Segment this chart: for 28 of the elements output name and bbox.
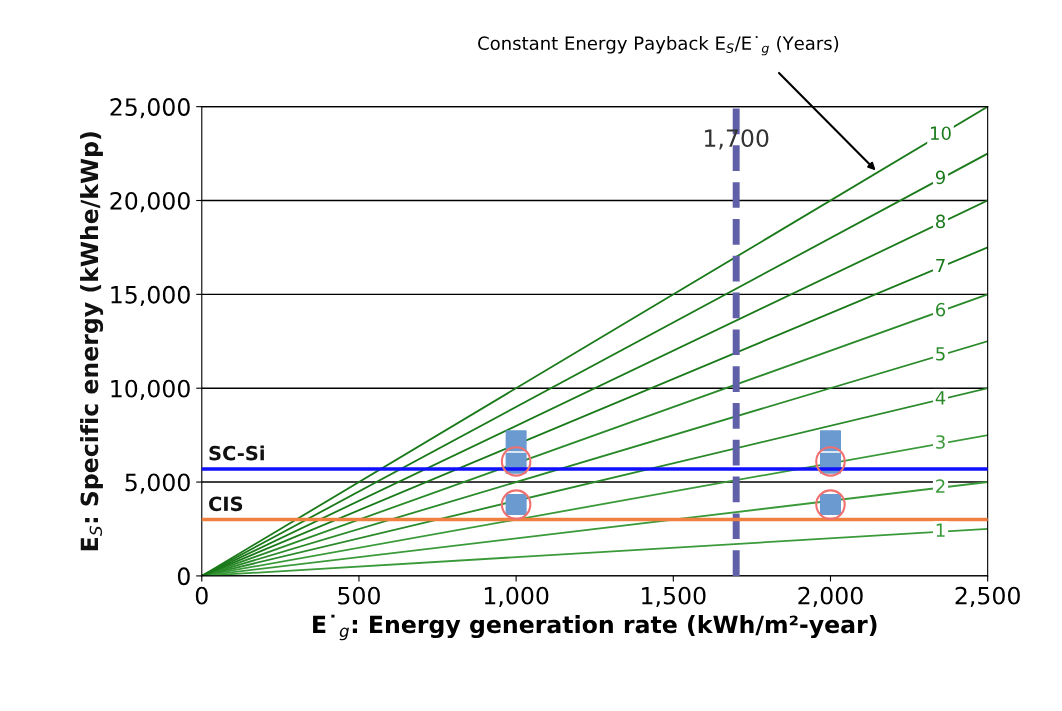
y-tick-label: 5,000 bbox=[125, 473, 190, 494]
x-tick-label: 1,000 bbox=[484, 586, 549, 608]
series-label: 5 bbox=[936, 347, 945, 361]
x-tick-label: 0 bbox=[195, 586, 208, 605]
ref-line-label: 1,700 bbox=[704, 129, 769, 150]
ref-line-label: CIS bbox=[209, 496, 243, 512]
y-tick-label: 20,000 bbox=[110, 191, 190, 213]
text: Constant Energy Payback E$_{S}$/E˙$_{g}$ (Years) bbox=[478, 36, 839, 56]
x-tick-label: 500 bbox=[338, 586, 380, 605]
series-label: 4 bbox=[935, 391, 946, 405]
y-tick-label: 15,000 bbox=[111, 285, 190, 307]
series-label: 1 bbox=[936, 523, 945, 537]
series-label: 2 bbox=[936, 479, 945, 493]
series-label: 6 bbox=[936, 302, 946, 317]
ref-line-label: SC-Si bbox=[209, 445, 264, 461]
y-tick-label: 0 bbox=[177, 567, 190, 586]
y-tick-label: 10,000 bbox=[111, 379, 190, 400]
y-tick-label: 25,000 bbox=[110, 98, 190, 119]
series-label: 7 bbox=[936, 258, 945, 273]
series-label: 9 bbox=[935, 170, 945, 185]
series-label: 8 bbox=[935, 214, 946, 229]
x-tick-label: 2,500 bbox=[955, 586, 1020, 608]
x-tick-label: 1,500 bbox=[642, 586, 706, 608]
x-axis-title: E˙$_{g}$: Energy generation rate (kWh/m²-year) bbox=[313, 614, 877, 641]
series-label: 10 bbox=[931, 126, 951, 141]
series-label: 3 bbox=[936, 435, 945, 449]
x-tick-label: 2,000 bbox=[798, 586, 863, 608]
y-axis-title: E$_{S}$: Specific energy (kWhe/kWp) bbox=[80, 132, 104, 551]
